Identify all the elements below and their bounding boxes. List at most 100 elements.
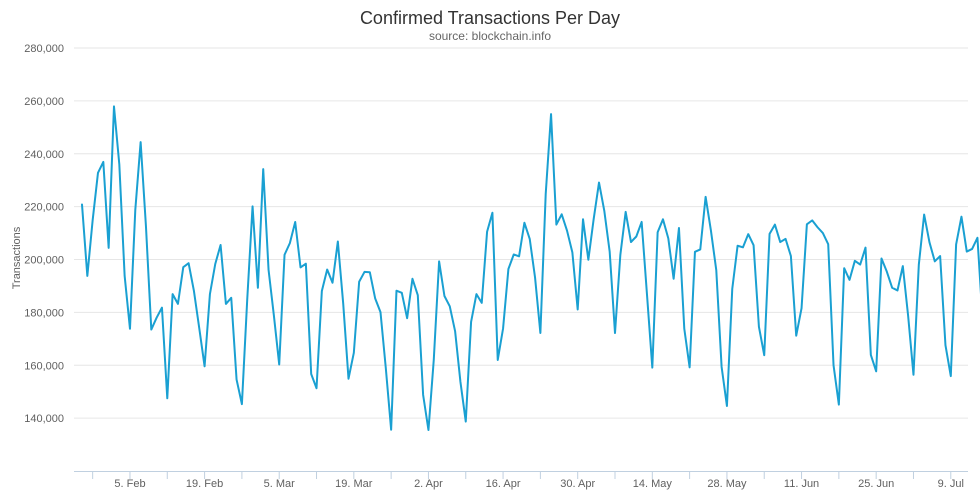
data-point[interactable] (884, 269, 889, 274)
data-point[interactable] (794, 333, 799, 338)
data-point[interactable] (138, 140, 143, 145)
data-point[interactable] (618, 253, 623, 258)
data-point[interactable] (756, 324, 761, 329)
data-point[interactable] (613, 331, 618, 336)
data-point[interactable] (650, 365, 655, 370)
data-point[interactable] (303, 261, 308, 266)
data-point[interactable] (234, 377, 239, 382)
data-point[interactable] (479, 300, 484, 305)
data-point[interactable] (655, 230, 660, 235)
data-point[interactable] (676, 226, 681, 231)
data-point[interactable] (245, 297, 250, 302)
data-point[interactable] (117, 162, 122, 167)
data-point[interactable] (111, 104, 116, 109)
data-point[interactable] (271, 313, 276, 318)
data-point[interactable] (421, 392, 426, 397)
data-point[interactable] (133, 207, 138, 212)
data-point[interactable] (959, 214, 964, 219)
data-point[interactable] (874, 369, 879, 374)
data-point[interactable] (932, 259, 937, 264)
data-point[interactable] (255, 285, 260, 290)
data-point[interactable] (842, 266, 847, 271)
data-point[interactable] (900, 264, 905, 269)
data-point[interactable] (868, 352, 873, 357)
data-point[interactable] (538, 331, 543, 336)
data-point[interactable] (570, 250, 575, 255)
data-point[interactable] (426, 428, 431, 433)
data-point[interactable] (127, 326, 132, 331)
data-point[interactable] (666, 236, 671, 241)
data-point[interactable] (453, 329, 458, 334)
data-point[interactable] (143, 224, 148, 229)
data-point[interactable] (922, 212, 927, 217)
data-point[interactable] (836, 402, 841, 407)
data-point[interactable] (159, 305, 164, 310)
data-point[interactable] (623, 209, 628, 214)
data-point[interactable] (788, 254, 793, 259)
data-point[interactable] (708, 228, 713, 233)
data-point[interactable] (916, 262, 921, 267)
data-point[interactable] (751, 243, 756, 248)
data-point[interactable] (906, 314, 911, 319)
data-point[interactable] (863, 245, 868, 250)
data-point[interactable] (671, 276, 676, 281)
data-point[interactable] (383, 366, 388, 371)
data-point[interactable] (703, 194, 708, 199)
data-point[interactable] (730, 286, 735, 291)
data-point[interactable] (90, 218, 95, 223)
data-point[interactable] (95, 170, 100, 175)
data-point[interactable] (330, 280, 335, 285)
data-point[interactable] (431, 357, 436, 362)
data-point[interactable] (895, 288, 900, 293)
data-point[interactable] (954, 242, 959, 247)
data-point[interactable] (847, 277, 852, 282)
data-point[interactable] (293, 219, 298, 224)
data-point[interactable] (335, 239, 340, 244)
data-point[interactable] (282, 252, 287, 257)
data-point[interactable] (964, 249, 969, 254)
data-point[interactable] (218, 242, 223, 247)
data-point[interactable] (692, 249, 697, 254)
data-point[interactable] (319, 288, 324, 293)
data-point[interactable] (447, 304, 452, 309)
data-point[interactable] (607, 249, 612, 254)
data-point[interactable] (367, 270, 372, 275)
data-point[interactable] (831, 363, 836, 368)
data-point[interactable] (682, 326, 687, 331)
data-point[interactable] (778, 240, 783, 245)
data-point[interactable] (405, 316, 410, 321)
data-point[interactable] (351, 350, 356, 355)
data-point[interactable] (911, 372, 916, 377)
data-point[interactable] (165, 396, 170, 401)
data-point[interactable] (602, 209, 607, 214)
data-point[interactable] (565, 228, 570, 233)
data-point[interactable] (122, 273, 127, 278)
data-point[interactable] (197, 326, 202, 331)
data-point[interactable] (543, 191, 548, 196)
data-point[interactable] (378, 310, 383, 315)
data-point[interactable] (517, 254, 522, 259)
data-point[interactable] (970, 246, 975, 251)
data-point[interactable] (533, 275, 538, 280)
data-point[interactable] (820, 231, 825, 236)
data-point[interactable] (879, 256, 884, 261)
data-point[interactable] (495, 357, 500, 362)
data-point[interactable] (229, 295, 234, 300)
data-point[interactable] (437, 259, 442, 264)
data-point[interactable] (549, 112, 554, 117)
data-point[interactable] (266, 267, 271, 272)
data-point[interactable] (106, 245, 111, 250)
data-point[interactable] (207, 292, 212, 297)
data-point[interactable] (202, 364, 207, 369)
data-point[interactable] (474, 292, 479, 297)
data-point[interactable] (373, 296, 378, 301)
data-point[interactable] (714, 268, 719, 273)
data-point[interactable] (581, 217, 586, 222)
data-point[interactable] (325, 267, 330, 272)
data-point[interactable] (660, 217, 665, 222)
data-point[interactable] (767, 231, 772, 236)
data-point[interactable] (746, 232, 751, 237)
data-point[interactable] (314, 386, 319, 391)
data-point[interactable] (815, 225, 820, 230)
data-point[interactable] (698, 247, 703, 252)
